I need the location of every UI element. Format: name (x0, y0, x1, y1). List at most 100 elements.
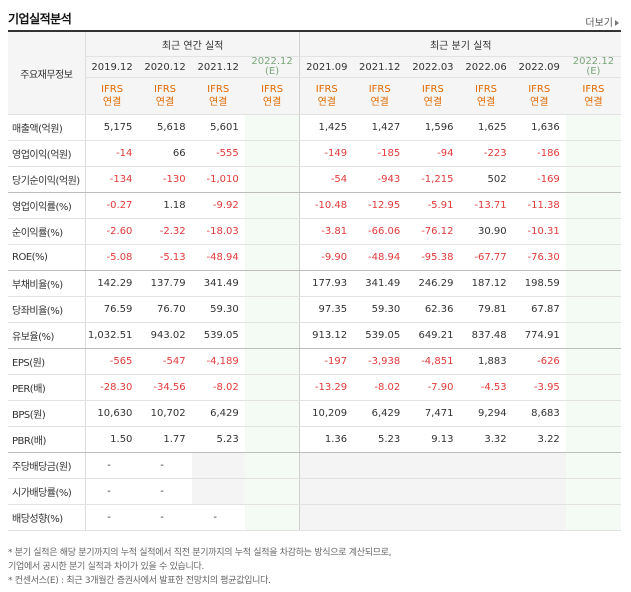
table-cell: 198.59 (512, 270, 566, 297)
table-cell (459, 452, 513, 479)
section-title: 기업실적분석 (8, 12, 72, 26)
table-cell: 1,883 (459, 348, 513, 375)
more-link[interactable]: 더보기 (585, 14, 619, 29)
table-cell: -18.03 (191, 218, 245, 245)
row-label: 당기순이익(억원) (8, 166, 86, 193)
basis-header: IFRS 연결 (512, 77, 566, 115)
table-cell: -8.02 (191, 374, 245, 401)
basis-consolidated: 연결 (102, 97, 122, 108)
table-cell: - (84, 478, 139, 505)
footnote-2: 기업에서 공시한 분기 실적과 차이가 있을 수 있습니다. (8, 562, 205, 572)
table-cell: 3.32 (459, 426, 513, 453)
period-header: 2022.03 (406, 56, 460, 78)
table-cell: -94 (406, 140, 460, 167)
table-cell: 66 (138, 140, 192, 167)
table-cell (191, 478, 245, 505)
chevron-right-icon (615, 20, 619, 26)
table-row: 영업이익(억원) -14 66 -555 -149 -185 -94 -223 -186 (8, 140, 621, 167)
table-cell (244, 374, 300, 401)
table-cell (244, 322, 300, 349)
period-header: 2019.12 (84, 56, 139, 78)
table-cell: 10,209 (299, 400, 354, 427)
table-cell: -34.56 (138, 374, 192, 401)
row-label: EPS(원) (8, 348, 86, 375)
table-cell: 6,429 (191, 400, 245, 427)
basis-consolidated: 연결 (155, 97, 175, 108)
table-cell: 5,601 (191, 114, 245, 141)
table-cell: 1,596 (406, 114, 460, 141)
table-cell (353, 478, 407, 505)
table-cell (244, 426, 300, 453)
basis-ifrs: IFRS (528, 84, 551, 95)
footnote-1: * 분기 실적은 해당 분기까지의 누적 실적에서 직전 분기까지의 누적 실적… (8, 548, 392, 558)
table-cell: -66.06 (353, 218, 407, 245)
table-cell: 774.91 (512, 322, 566, 349)
period-header: 2022.06 (459, 56, 513, 78)
table-row: 순이익률(%) -2.60 -2.32 -18.03 -3.81 -66.06 -76.12… (8, 218, 621, 245)
table-cell: -2.32 (138, 218, 192, 245)
basis-header: IFRS 연결 (353, 77, 407, 115)
basis-ifrs: IFRS (154, 84, 176, 95)
table-cell: 502 (459, 166, 513, 193)
basis-header: IFRS 연결 (406, 77, 460, 115)
table-cell (565, 374, 621, 401)
table-cell: -12.95 (353, 192, 407, 219)
quarter-group-header: 최근 분기 실적 (299, 32, 621, 57)
table-row: PBR(배) 1.50 1.77 5.23 1.36 5.23 9.13 3.32 3.22 (8, 426, 621, 453)
table-cell: -54 (299, 166, 354, 193)
table-cell: 539.05 (191, 322, 245, 349)
table-cell: -149 (299, 140, 354, 167)
table-cell: -95.38 (406, 244, 460, 271)
table-cell: -5.08 (84, 244, 139, 271)
period-header: 2022.12 (E) (565, 56, 621, 78)
table-cell: 7,471 (406, 400, 460, 427)
table-cell (299, 478, 354, 505)
table-cell: 10,702 (138, 400, 192, 427)
row-label: 배당성향(%) (8, 504, 86, 531)
table-cell: 649.21 (406, 322, 460, 349)
table-cell (244, 478, 300, 505)
table-cell: -185 (353, 140, 407, 167)
table-cell: 341.49 (191, 270, 245, 297)
period-header: 2021.09 (299, 56, 354, 78)
table-cell: 137.79 (138, 270, 192, 297)
table-cell: 6,429 (353, 400, 407, 427)
table-cell: 1,625 (459, 114, 513, 141)
table-cell: -197 (299, 348, 354, 375)
table-cell: -0.27 (84, 192, 139, 219)
basis-header: IFRS 연결 (244, 77, 300, 115)
table-cell (244, 504, 300, 531)
table-cell: -565 (84, 348, 139, 375)
table-cell: 943.02 (138, 322, 192, 349)
row-label: 순이익률(%) (8, 218, 86, 245)
table-cell (244, 244, 300, 271)
table-cell: -13.71 (459, 192, 513, 219)
top-divider (8, 30, 621, 32)
table-cell (565, 270, 621, 297)
table-cell: 1.18 (138, 192, 192, 219)
table-cell: - (84, 504, 139, 531)
row-label: BPS(원) (8, 400, 86, 427)
table-cell: 59.30 (191, 296, 245, 323)
table-cell: -134 (84, 166, 139, 193)
row-label: 시가배당률(%) (8, 478, 86, 505)
table-cell: 187.12 (459, 270, 513, 297)
table-cell: 76.59 (84, 296, 139, 323)
basis-header: IFRS 연결 (191, 77, 245, 115)
period-header: 2022.09 (512, 56, 566, 78)
table-cell (565, 322, 621, 349)
basis-consolidated: 연결 (423, 97, 443, 108)
table-cell (406, 504, 460, 531)
table-cell (565, 166, 621, 193)
table-cell: -76.12 (406, 218, 460, 245)
table-row: 당기순이익(억원) -134 -130 -1,010 -54 -943 -1,215 502-… (8, 166, 621, 193)
table-cell: -7.90 (406, 374, 460, 401)
table-cell: 1,425 (299, 114, 354, 141)
table-cell: -11.38 (512, 192, 566, 219)
table-cell: -3.95 (512, 374, 566, 401)
period-header: 2021.12 (191, 56, 245, 78)
table-cell: -76.30 (512, 244, 566, 271)
table-cell (244, 270, 300, 297)
table-cell: - (191, 504, 245, 531)
table-cell (406, 452, 460, 479)
